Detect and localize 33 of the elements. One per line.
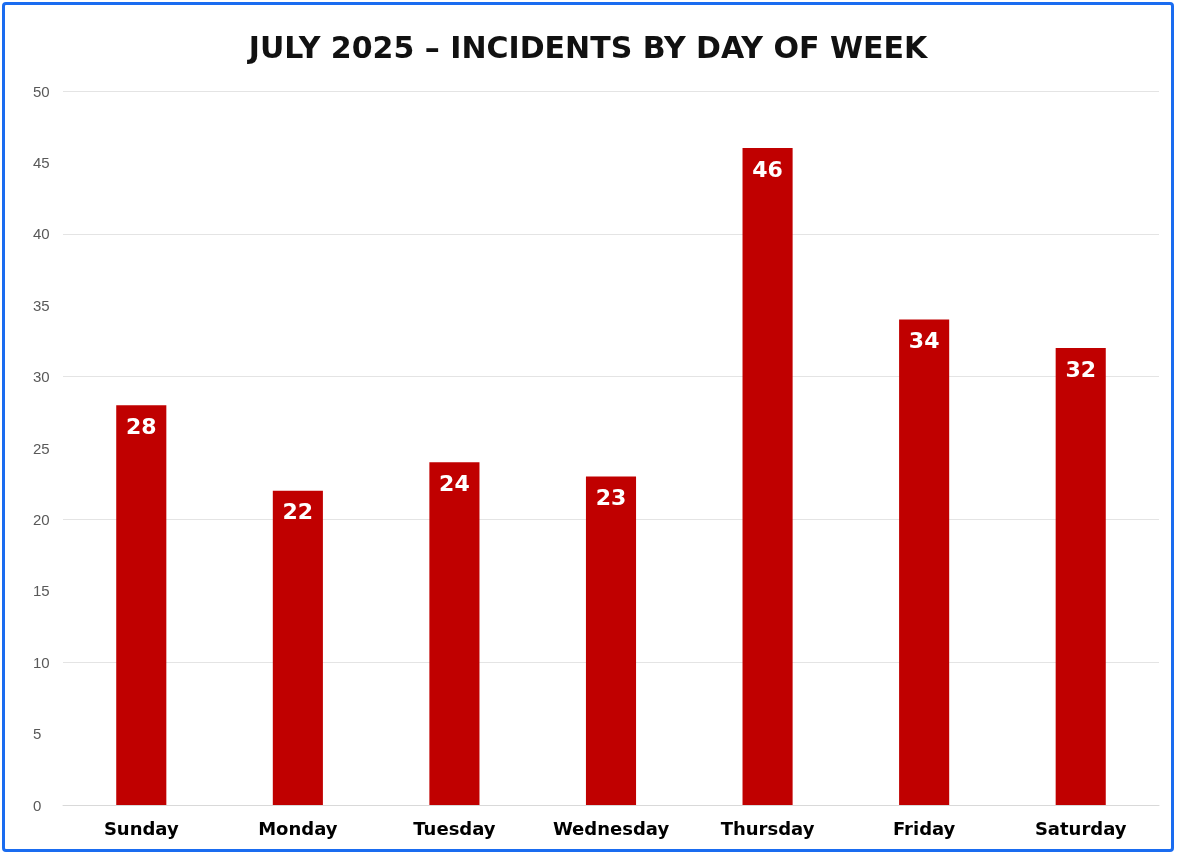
bar [585,476,637,805]
y-tick-label: 25 [33,439,50,457]
x-tick-label: Saturday [1034,817,1127,839]
bar [1055,348,1106,805]
y-tick-label: 5 [33,725,42,743]
data-label: 28 [125,413,157,439]
x-tick-label: Sunday [103,817,179,839]
x-tick-label: Tuesday [413,817,496,839]
y-tick-label: 35 [33,296,50,314]
x-tick-label: Wednesday [552,817,670,839]
data-label: 46 [752,156,783,182]
y-tick-label: 40 [33,225,50,243]
data-label: 24 [439,470,470,496]
bar [899,319,950,805]
bar [742,148,793,805]
data-label: 34 [908,327,940,353]
y-tick-label: 15 [33,582,50,600]
chart-title: JULY 2025 – INCIDENTS BY DAY OF WEEK [246,29,930,65]
y-tick-label: 20 [33,510,50,528]
y-tick-label: 30 [33,368,50,386]
x-tick-label: Friday [892,817,956,839]
x-tick-label: Monday [258,817,338,839]
data-label: 22 [282,499,314,525]
y-tick-label: 50 [33,82,50,100]
data-label: 32 [1065,356,1097,382]
x-tick-label: Thursday [720,817,815,839]
bar [116,405,167,805]
bar [429,462,480,805]
y-tick-label: 0 [33,796,42,814]
y-tick-label: 10 [33,653,50,671]
data-label: 23 [595,485,627,511]
y-tick-label: 45 [33,153,50,171]
bar [272,490,323,805]
